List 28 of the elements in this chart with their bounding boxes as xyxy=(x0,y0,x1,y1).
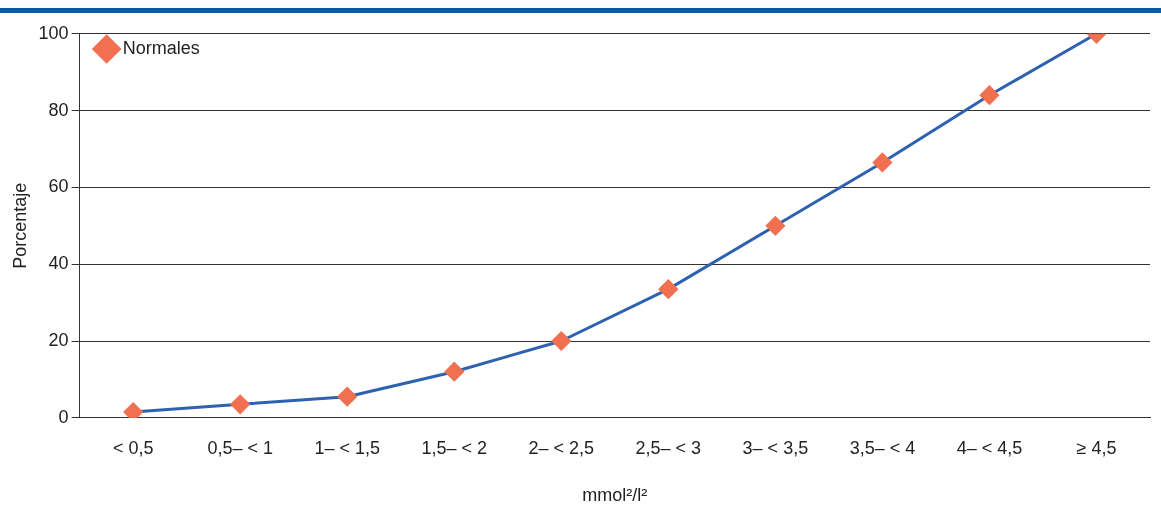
y-axis-title: Porcentaje xyxy=(9,182,30,269)
x-tick-label: 4– < 4,5 xyxy=(956,437,1023,458)
y-tick-label: 60 xyxy=(48,176,69,197)
y-tick-label: 40 xyxy=(48,253,69,274)
x-tick-label: ≥ 4,5 xyxy=(1076,437,1117,458)
x-tick-label: 0,5– < 1 xyxy=(207,437,273,458)
y-tick-label: 20 xyxy=(48,329,69,350)
y-tick-label: 80 xyxy=(48,99,69,120)
y-tick-label: 100 xyxy=(38,22,69,43)
point xyxy=(658,279,678,299)
point xyxy=(872,152,892,172)
point xyxy=(337,387,357,407)
x-tick-label: 1– < 1,5 xyxy=(314,437,381,458)
y-tick-label: 0 xyxy=(58,406,69,427)
x-tick-label: 2,5– < 3 xyxy=(635,437,702,458)
point xyxy=(765,216,785,236)
point xyxy=(230,394,250,414)
point xyxy=(979,85,999,105)
point xyxy=(444,362,464,382)
x-tick-label: 2– < 2,5 xyxy=(528,437,595,458)
x-axis-title: mmol²/l² xyxy=(582,485,648,506)
point xyxy=(551,331,571,351)
point xyxy=(123,402,143,418)
x-tick-label: 1,5– < 2 xyxy=(421,437,488,458)
x-tick-label: 3,5– < 4 xyxy=(849,437,916,458)
legend-label: Normales xyxy=(122,37,200,58)
x-tick-label: 3– < 3,5 xyxy=(742,437,809,458)
x-tick-label: < 0,5 xyxy=(112,437,154,458)
